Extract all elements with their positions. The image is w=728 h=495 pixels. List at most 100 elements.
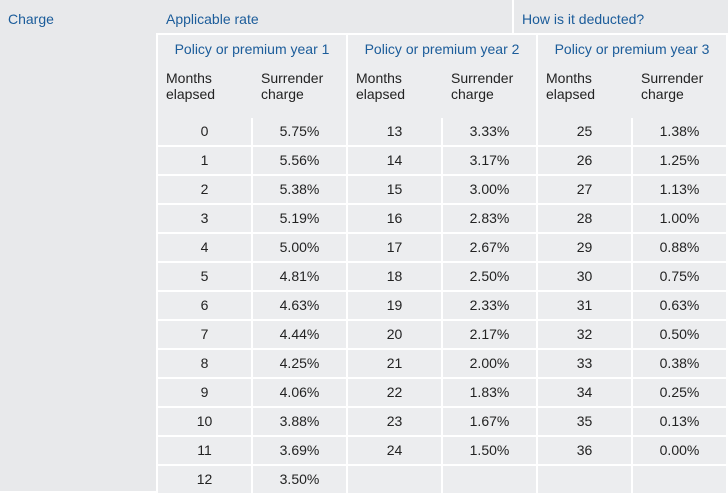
- months-elapsed-cell: 16: [386, 210, 403, 226]
- surrender-charge-cell: 1.25%: [659, 152, 700, 168]
- table-row: 6 4.63%: [158, 292, 346, 321]
- year-1-column: Policy or premium year 1 Months elapsed …: [158, 35, 346, 493]
- cell-background: [633, 292, 726, 319]
- table-row: 22 1.83%: [348, 379, 536, 408]
- table-row: 14 3.17%: [348, 147, 536, 176]
- divider: [536, 35, 538, 491]
- cell-background: [253, 379, 346, 406]
- cell-background: [253, 176, 346, 203]
- surrender-charge-cell: 0.38%: [659, 355, 700, 371]
- cell-background: [443, 466, 536, 493]
- table-row: 9 4.06%: [158, 379, 346, 408]
- cell-background: [443, 437, 536, 464]
- year-2-title: Policy or premium year 2: [348, 35, 536, 64]
- cell-background: [348, 350, 441, 377]
- cell-background: [443, 408, 536, 435]
- surrender-charge-cell: 5.75%: [279, 123, 320, 139]
- year-3-subheader: Months elapsed Surrender charge: [538, 64, 726, 118]
- months-elapsed-cell: 24: [386, 442, 403, 458]
- surrender-charge-cell: 2.00%: [469, 355, 510, 371]
- table-row: 36 0.00%: [538, 437, 726, 466]
- cell-background: [158, 292, 251, 319]
- surrender-charge-cell: 2.83%: [469, 210, 510, 226]
- months-elapsed-cell: 27: [576, 181, 593, 197]
- months-elapsed-header: Months elapsed: [356, 70, 406, 102]
- months-elapsed-cell: 5: [200, 268, 209, 284]
- header-bar: Applicable rate How is it deducted?: [156, 0, 728, 33]
- surrender-charge-cell: 4.25%: [279, 355, 320, 371]
- cell-background: [253, 437, 346, 464]
- surrender-charge-header: Surrender charge: [261, 70, 324, 102]
- table-row: 30 0.75%: [538, 263, 726, 292]
- table-row: 7 4.44%: [158, 321, 346, 350]
- surrender-charge-cell: 4.63%: [279, 297, 320, 313]
- months-elapsed-cell: 19: [386, 297, 403, 313]
- cell-background: [538, 263, 631, 290]
- surrender-charge-cell: 0.25%: [659, 384, 700, 400]
- months-elapsed-cell: 9: [200, 384, 209, 400]
- year-3-rows: 25 1.38% 26 1.25% 27 1.13% 28 1.00% 29 0.88% 30 0.7…: [538, 118, 726, 495]
- table-row: 11 3.69%: [158, 437, 346, 466]
- table-row: 23 1.67%: [348, 408, 536, 437]
- months-elapsed-cell: 15: [386, 181, 403, 197]
- surrender-charge-cell: 3.88%: [279, 413, 320, 429]
- cell-background: [158, 437, 251, 464]
- months-elapsed-cell: 22: [386, 384, 403, 400]
- months-elapsed-cell: 25: [576, 123, 593, 139]
- surrender-charge-cell: 1.50%: [469, 442, 510, 458]
- cell-background: [348, 147, 441, 174]
- cell-background: [253, 321, 346, 348]
- months-elapsed-cell: [538, 466, 631, 493]
- cell-background: [443, 118, 536, 145]
- months-elapsed-cell: 34: [576, 384, 593, 400]
- year-2-rows: 13 3.33% 14 3.17% 15 3.00% 16 2.83% 17 2.67% 18 2.5…: [348, 118, 536, 495]
- table-row: 26 1.25%: [538, 147, 726, 176]
- table-row: 3 5.19%: [158, 205, 346, 234]
- cell-background: [538, 437, 631, 464]
- year-3-title: Policy or premium year 3: [538, 35, 726, 64]
- cell-background: [538, 147, 631, 174]
- surrender-charge-cell: 3.00%: [469, 181, 510, 197]
- year-3-column: Policy or premium year 3 Months elapsed …: [538, 35, 726, 493]
- surrender-charge-cell: [633, 466, 726, 493]
- cell-background: [158, 205, 251, 232]
- surrender-charge-cell: 2.67%: [469, 239, 510, 255]
- year-1-title: Policy or premium year 1: [158, 35, 346, 64]
- months-elapsed-cell: 33: [576, 355, 593, 371]
- table-row: 19 2.33%: [348, 292, 536, 321]
- months-elapsed-header: Months elapsed: [546, 70, 596, 102]
- months-elapsed-cell: 7: [200, 326, 209, 342]
- cell-background: [443, 350, 536, 377]
- table-row: 35 0.13%: [538, 408, 726, 437]
- cell-background: [443, 147, 536, 174]
- cell-background: [348, 408, 441, 435]
- table-row: 2 5.38%: [158, 176, 346, 205]
- months-elapsed-cell: 13: [386, 123, 403, 139]
- months-elapsed-cell: 4: [200, 239, 209, 255]
- year-1-rows: 0 5.75% 1 5.56% 2 5.38% 3 5.19% 4 5.00% 5 4.81% 6 4.6…: [158, 118, 346, 495]
- cell-background: [538, 379, 631, 406]
- cell-background: [443, 379, 536, 406]
- table-row: 34 0.25%: [538, 379, 726, 408]
- surrender-charge-cell: 2.50%: [469, 268, 510, 284]
- months-elapsed-cell: 30: [576, 268, 593, 284]
- table-row: 28 1.00%: [538, 205, 726, 234]
- cell-background: [538, 321, 631, 348]
- cell-background: [443, 263, 536, 290]
- cell-background: [538, 234, 631, 261]
- cell-background: [253, 466, 346, 493]
- cell-background: [443, 292, 536, 319]
- months-elapsed-cell: 6: [200, 297, 209, 313]
- year-2-column: Policy or premium year 2 Months elapsed …: [348, 35, 536, 493]
- months-elapsed-cell: 17: [386, 239, 403, 255]
- cell-background: [348, 118, 441, 145]
- months-elapsed-cell: 26: [576, 152, 593, 168]
- months-elapsed-cell: 0: [200, 123, 209, 139]
- surrender-charge-cell: 1.38%: [659, 123, 700, 139]
- surrender-charge-cell: 2.17%: [469, 326, 510, 342]
- surrender-charge-cell: 3.17%: [469, 152, 510, 168]
- table-row: 16 2.83%: [348, 205, 536, 234]
- cell-background: [348, 466, 441, 493]
- months-elapsed-cell: 32: [576, 326, 593, 342]
- cell-background: [633, 234, 726, 261]
